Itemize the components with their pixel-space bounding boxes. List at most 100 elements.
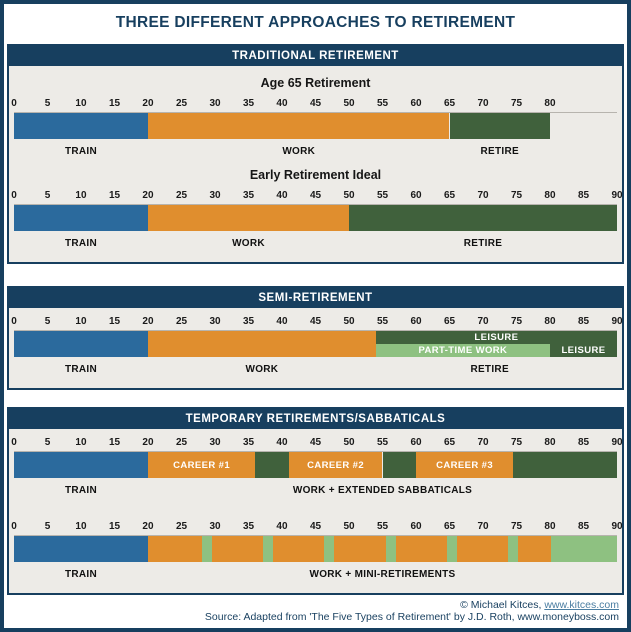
axis-tick: 25 — [175, 521, 188, 532]
phase-label-retire: RETIRE — [480, 146, 519, 157]
chart-temporary-retirements-sabbaticals-2: 0 5 10 15 20 25 30 35 40 45 50 55 60 65 70 75 80 85 90 TRAI… — [11, 519, 622, 583]
segment-label: CAREER #3 — [436, 459, 494, 471]
phase-label-work: WORK — [245, 364, 279, 375]
phase-label-work: WORK — [232, 238, 265, 249]
axis-tick: 90 — [611, 437, 623, 448]
axis-tick: 15 — [108, 521, 121, 532]
axis-tick: 75 — [510, 316, 523, 327]
phase-label-train: TRAIN — [64, 364, 98, 375]
axis-ticks: 0 5 10 15 20 25 30 35 40 45 50 55 60 65 70 75 80 85 90 — [11, 314, 622, 330]
axis-tick: 60 — [410, 521, 422, 532]
bar-segment-dark_green — [349, 205, 617, 231]
axis-tick: 50 — [343, 98, 355, 109]
axis-tick: 65 — [443, 190, 456, 201]
axis-tick: 40 — [276, 437, 288, 448]
axis-tick: 25 — [175, 98, 188, 109]
axis-tick: 60 — [410, 316, 422, 327]
axis-tick: 5 — [44, 316, 51, 327]
bar-segment-orange — [147, 205, 349, 231]
axis-line — [14, 535, 617, 536]
axis-tick: 60 — [410, 98, 422, 109]
bar-segment-orange — [147, 536, 203, 562]
axis-tick: 30 — [209, 437, 221, 448]
axis-line — [14, 330, 617, 331]
axis-tick: 50 — [343, 190, 355, 201]
phase-label-row: TRAIN WORK + EXTENDED SABBATICALS — [14, 485, 617, 499]
bar-segment-blue — [14, 113, 148, 139]
chart-sections: TRADITIONAL RETIREMENT Age 65 Retirement 0… — [7, 44, 624, 595]
axis-ticks: 0 5 10 15 20 25 30 35 40 45 50 55 60 65 70 75 80 85 90 — [11, 188, 622, 204]
axis-tick: 15 — [108, 437, 121, 448]
axis-tick: 50 — [343, 437, 355, 448]
axis-tick: 75 — [510, 98, 523, 109]
axis-ticks: 0 5 10 15 20 25 30 35 40 45 50 55 60 65 70 75 80 85 90 — [11, 435, 622, 451]
bar-segment-light_green — [202, 536, 213, 562]
bar-segment-part-time-work: PART-TIME WORK — [375, 344, 550, 357]
axis-tick: 65 — [443, 521, 456, 532]
bar-segment-orange — [395, 536, 447, 562]
axis-tick: 45 — [309, 521, 322, 532]
axis-tick: 20 — [142, 521, 154, 532]
phase-label-retire: RETIRE — [470, 364, 509, 375]
axis-tick: 20 — [142, 98, 154, 109]
segment-label: LEISURE — [561, 345, 606, 356]
bar-segment-dark_green — [255, 452, 289, 478]
bar-segment-blue — [14, 536, 148, 562]
phase-label-work-mini-retirements: WORK + MINI-RETIREMENTS — [309, 569, 456, 580]
axis-tick: 80 — [544, 190, 556, 201]
axis-tick: 20 — [142, 190, 154, 201]
chart-age-65-retirement: Age 65 Retirement 0 5 10 15 20 25 30 35 40 45 50 55 6… — [11, 76, 617, 160]
phase-label-row: TRAIN WORK + MINI-RETIREMENTS — [14, 569, 617, 583]
axis-tick: 5 — [44, 190, 51, 201]
axis-tick: 65 — [443, 316, 456, 327]
bar-segment-orange — [273, 536, 325, 562]
axis-tick: 25 — [175, 316, 188, 327]
timeline-bar — [14, 536, 617, 562]
axis-tick: 45 — [309, 98, 322, 109]
bar-segment-orange — [147, 113, 450, 139]
axis-tick: 45 — [309, 437, 322, 448]
axis-tick: 20 — [142, 437, 154, 448]
axis-tick: 55 — [376, 437, 389, 448]
bar-segment-dark_green — [449, 113, 550, 139]
phase-label-work-extended-sabbaticals: WORK + EXTENDED SABBATICALS — [292, 485, 473, 496]
bar-segment-career-2: CAREER #2 — [288, 452, 383, 478]
axis-tick: 10 — [75, 316, 87, 327]
axis-tick: 85 — [577, 190, 590, 201]
axis-ticks: 0 5 10 15 20 25 30 35 40 45 50 55 60 65 70 75 80 85 90 — [11, 519, 622, 535]
axis-tick: 40 — [276, 190, 288, 201]
axis-line — [14, 112, 617, 113]
axis-tick: 50 — [343, 316, 355, 327]
axis-line — [14, 204, 617, 205]
bar-segment-light_green — [507, 536, 518, 562]
segment-label: LEISURE — [474, 332, 519, 343]
chart-temporary-retirements-sabbaticals-1: 0 5 10 15 20 25 30 35 40 45 50 55 60 65 70 75 80 85 90 CARE… — [11, 435, 622, 499]
axis-tick: 35 — [242, 437, 255, 448]
bar-segment-orange — [212, 536, 264, 562]
timeline-bar — [14, 205, 617, 231]
bar-segment-dark_green — [513, 452, 617, 478]
axis-tick: 55 — [376, 98, 389, 109]
bar-segment-dark_green — [382, 452, 416, 478]
section-body: Age 65 Retirement 0 5 10 15 20 25 30 35 40 45 50 55 6… — [9, 66, 622, 262]
segment-label: CAREER #2 — [307, 459, 365, 471]
axis-tick: 60 — [410, 437, 422, 448]
axis-tick: 0 — [11, 521, 17, 532]
axis-tick: 20 — [142, 316, 154, 327]
bar-segment-light_green — [263, 536, 274, 562]
kitces-link[interactable]: www.kitces.com — [544, 599, 619, 611]
bar-segment-blue — [14, 331, 148, 357]
phase-label-row: TRAIN WORK RETIRE — [14, 364, 617, 378]
section-body: 0 5 10 15 20 25 30 35 40 45 50 55 60 65 70 75 80 85 90 CARE… — [9, 429, 622, 593]
bar-segment-light_green — [550, 536, 617, 562]
bar-segment-orange — [517, 536, 551, 562]
axis-tick: 35 — [242, 190, 255, 201]
bar-segment-orange — [334, 536, 386, 562]
section-header-traditional-retirement: TRADITIONAL RETIREMENT — [9, 46, 622, 66]
bar-segment-leisure: LEISURE — [549, 344, 617, 357]
bar-segment-light_green — [324, 536, 335, 562]
axis-tick: 45 — [309, 316, 322, 327]
axis-tick: 75 — [510, 521, 523, 532]
axis-tick: 5 — [44, 98, 51, 109]
